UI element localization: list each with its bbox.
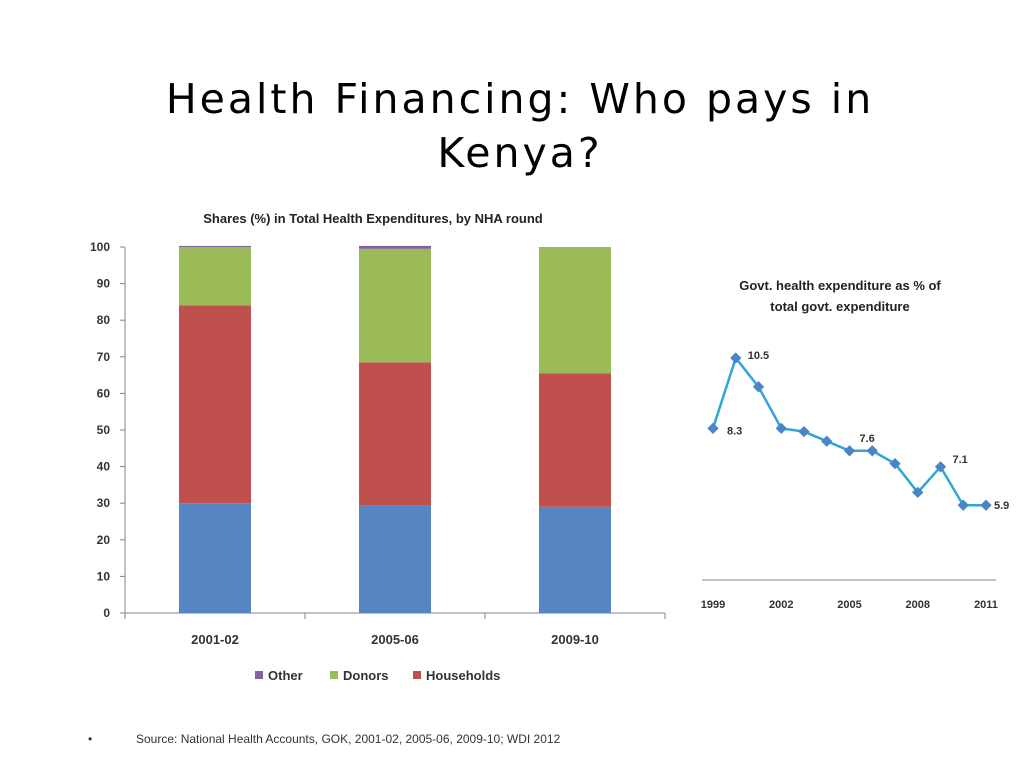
y-tick-label: 50: [97, 423, 111, 437]
line-chart: Govt. health expenditure as % of total go…: [701, 278, 1010, 611]
line-point-marker: [866, 445, 878, 457]
slide-title: Health Financing: Who pays in Kenya?: [120, 72, 920, 180]
line-x-tick-label: 2002: [769, 599, 793, 611]
bar-segment-donors: [539, 247, 611, 374]
x-tick-label: 2009-10: [551, 632, 599, 647]
y-tick-label: 20: [97, 533, 111, 547]
line-point-marker: [752, 381, 765, 393]
bar-segment-donors: [359, 248, 431, 363]
stacked-bar-chart: Shares (%) in Total Health Expenditures,…: [90, 211, 666, 683]
bar-segment-households: [359, 362, 431, 506]
line-chart-title-line2: total govt. expenditure: [770, 299, 909, 314]
line-point-marker: [775, 422, 787, 435]
line-point-marker: [798, 425, 810, 438]
legend-swatch: [413, 671, 421, 679]
y-tick-label: 10: [97, 569, 111, 583]
source-note: • Source: National Health Accounts, GOK, …: [88, 732, 560, 746]
legend-label: Households: [426, 668, 500, 683]
y-tick-label: 80: [97, 313, 111, 327]
legend-swatch: [255, 671, 263, 679]
bar-chart-title: Shares (%) in Total Health Expenditures,…: [203, 211, 543, 226]
y-tick-label: 60: [97, 386, 111, 400]
bar-segment-other: [359, 245, 431, 249]
line-point-marker: [843, 445, 856, 457]
legend-label: Donors: [343, 668, 389, 683]
legend-swatch: [330, 671, 338, 679]
line-data-label: 7.6: [860, 433, 875, 445]
line-data-label: 10.5: [748, 350, 769, 362]
line-point-marker: [912, 486, 924, 499]
line-x-tick-label: 2011: [974, 599, 998, 611]
source-text: Source: National Health Accounts, GOK, 2…: [136, 732, 561, 746]
y-tick-label: 0: [103, 606, 110, 620]
bar-segment-base: [539, 506, 611, 613]
x-tick-label: 2001-02: [191, 632, 239, 647]
line-point-marker: [821, 435, 833, 447]
line-x-tick-label: 2005: [837, 599, 861, 611]
line-data-label: 8.3: [727, 425, 742, 437]
line-chart-title-line1: Govt. health expenditure as % of: [739, 278, 941, 293]
x-tick-label: 2005-06: [371, 632, 419, 647]
y-tick-label: 90: [97, 277, 111, 291]
bar-segment-households: [539, 373, 611, 507]
line-point-marker: [889, 457, 901, 470]
bar-segment-base: [359, 505, 431, 613]
line-point-marker: [980, 499, 992, 511]
y-tick-label: 70: [97, 350, 111, 364]
line-data-label: 7.1: [953, 454, 968, 466]
bar-segment-base: [179, 503, 251, 613]
y-tick-label: 40: [97, 460, 111, 474]
bar-segment-other: [179, 245, 251, 247]
bar-segment-donors: [179, 247, 251, 306]
line-point-marker: [707, 422, 719, 435]
y-tick-label: 100: [90, 240, 110, 254]
legend-label: Other: [268, 668, 303, 683]
line-series: [711, 355, 986, 507]
slide-title-line2: Kenya?: [437, 129, 603, 177]
y-tick-label: 30: [97, 496, 111, 510]
line-point-marker: [934, 461, 947, 473]
line-x-tick-label: 2008: [906, 599, 930, 611]
line-point-marker: [957, 499, 969, 511]
line-x-tick-label: 1999: [701, 599, 725, 611]
slide-title-line1: Health Financing: Who pays in: [165, 75, 875, 123]
bar-segment-households: [179, 305, 251, 504]
line-data-label: 5.9: [994, 500, 1009, 512]
bullet-icon: •: [88, 732, 93, 746]
